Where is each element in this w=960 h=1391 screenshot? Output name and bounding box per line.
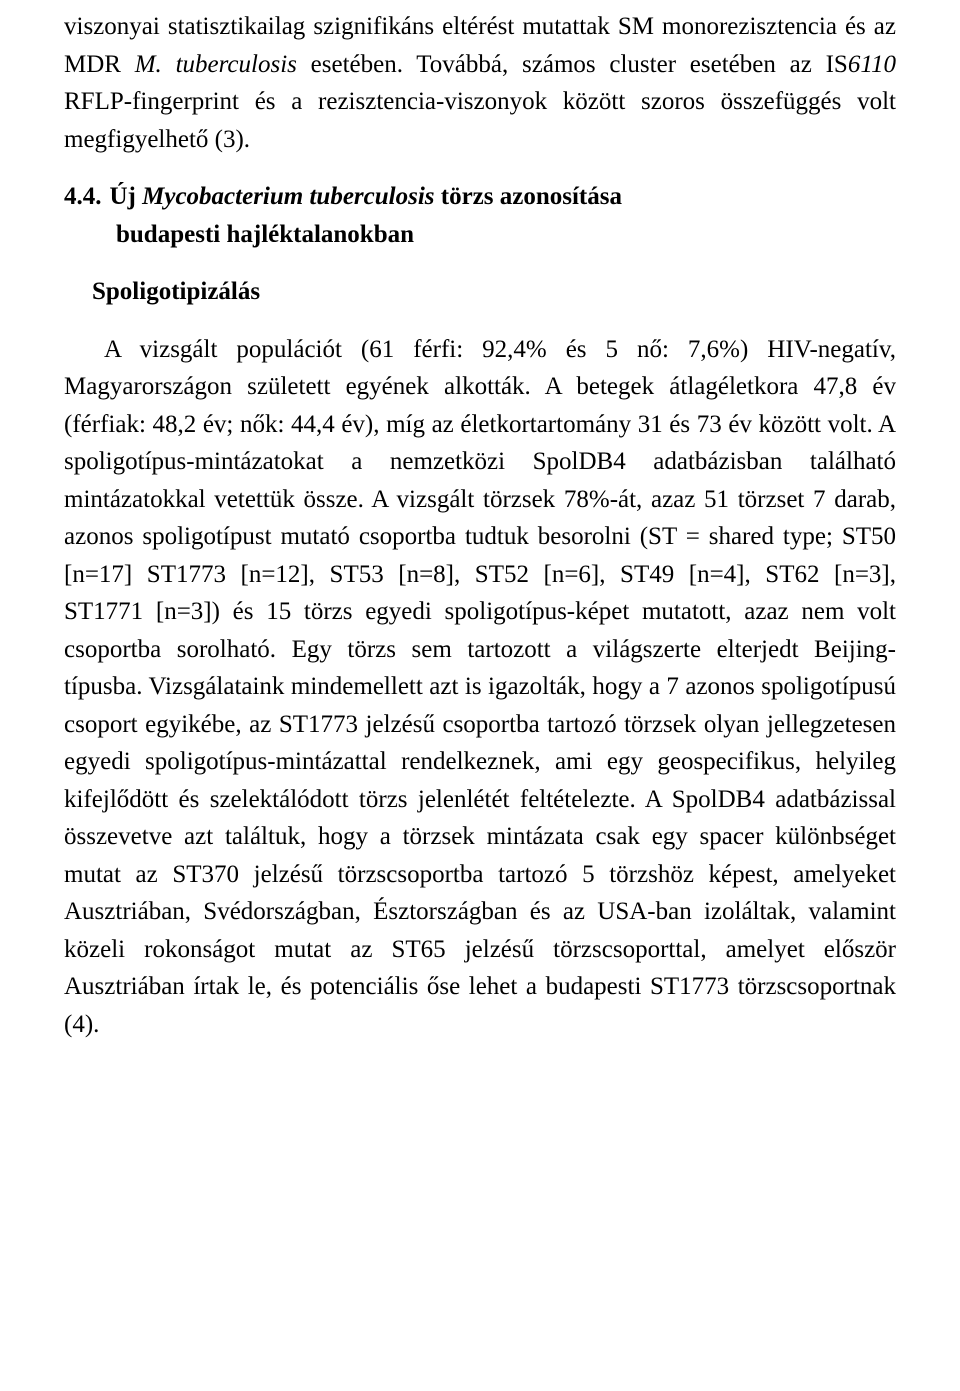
- text-fragment: RFLP-fingerprint és a rezisztencia-viszo…: [64, 88, 896, 153]
- text-italic: Mycobacterium tuberculosis: [142, 183, 434, 210]
- text-fragment: törzs azonosítása: [435, 183, 622, 210]
- heading-row: 4.4. Új Mycobacterium tuberculosis törzs…: [64, 178, 896, 216]
- paragraph-body: A vizsgált populációt (61 férfi: 92,4% é…: [64, 331, 896, 1044]
- section-heading: 4.4. Új Mycobacterium tuberculosis törzs…: [64, 178, 896, 253]
- heading-number: 4.4.: [64, 178, 110, 216]
- text-fragment: esetében. Továbbá, számos cluster esetéb…: [297, 51, 848, 78]
- document-page: viszonyai statisztikailag szignifikáns e…: [0, 0, 960, 1391]
- heading-title-line2: budapesti hajléktalanokban: [64, 216, 896, 254]
- text-italic: 6110: [848, 51, 896, 78]
- text-fragment: Új: [110, 183, 143, 210]
- text-italic: M. tuberculosis: [135, 51, 297, 78]
- subsection-heading: Spoligotipizálás: [64, 273, 896, 311]
- heading-title-line1: Új Mycobacterium tuberculosis törzs azon…: [110, 178, 897, 216]
- paragraph-intro: viszonyai statisztikailag szignifikáns e…: [64, 8, 896, 158]
